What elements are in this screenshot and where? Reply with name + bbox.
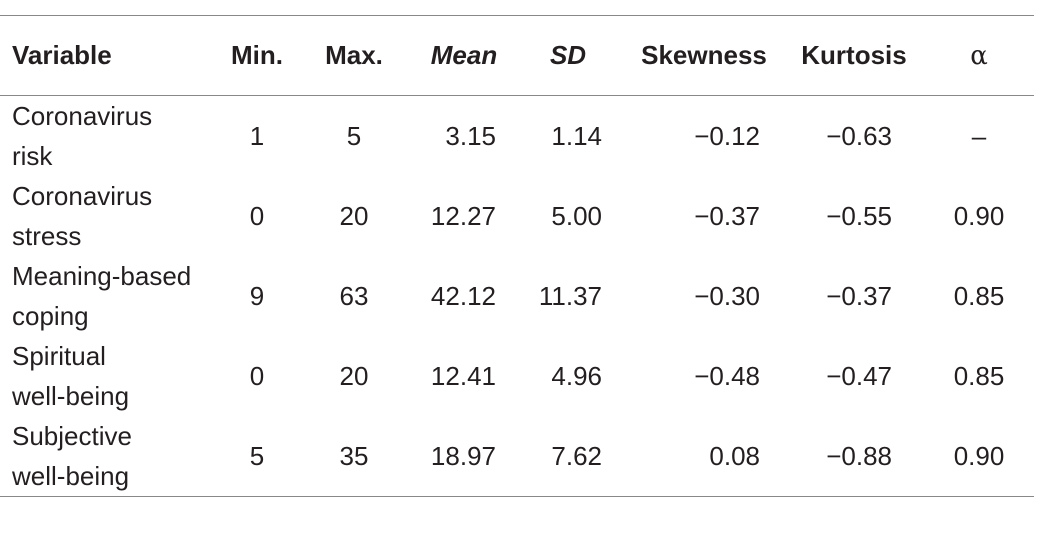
- cell-max: 20: [339, 361, 369, 391]
- cell-max: 35: [339, 441, 369, 471]
- header-row: Variable Min. Max. Mean SD Skewness Kurt…: [0, 16, 1034, 96]
- cell-min: 0: [249, 361, 265, 391]
- cell-sd: 7.62: [551, 441, 602, 471]
- cell-alpha: 0.85: [953, 361, 1005, 391]
- cell-max: 63: [339, 281, 369, 311]
- cell-max: 20: [339, 201, 369, 231]
- cell-sd: 1.14: [551, 121, 602, 151]
- table-row: Meaning-based coping 9 63 42.12 11.37 −0.…: [0, 256, 1034, 336]
- variable-line2: risk: [12, 141, 53, 171]
- variable-line2: coping: [12, 301, 89, 331]
- table-body: Coronavirus risk 1 5 3.15 1.14 −0.12 −0.6…: [0, 96, 1034, 497]
- cell-sd: 4.96: [551, 361, 602, 391]
- table-header: Variable Min. Max. Mean SD Skewness Kurt…: [0, 15, 1034, 96]
- cell-variable: Coronavirus stress: [0, 176, 222, 256]
- variable-line1: Subjective: [12, 421, 132, 451]
- cell-kurtosis: −0.47: [826, 361, 892, 391]
- cell-skewness: 0.08: [709, 441, 760, 471]
- cell-variable: Spiritual well-being: [0, 336, 222, 416]
- cell-skewness: −0.30: [694, 281, 760, 311]
- cell-alpha: –: [971, 121, 987, 151]
- variable-line2: well-being: [12, 461, 130, 491]
- variable-line1: Meaning-based: [12, 261, 192, 291]
- cell-min: 9: [249, 281, 265, 311]
- header-min: Min.: [231, 40, 283, 70]
- cell-kurtosis: −0.55: [826, 201, 892, 231]
- variable-line1: Spiritual: [12, 341, 106, 371]
- cell-mean: 3.15: [445, 121, 496, 151]
- cell-sd: 11.37: [538, 281, 602, 311]
- cell-mean: 42.12: [430, 281, 496, 311]
- cell-kurtosis: −0.37: [826, 281, 892, 311]
- table-row: Coronavirus stress 0 20 12.27 5.00 −0.37 …: [0, 176, 1034, 256]
- header-mean: Mean: [430, 40, 498, 70]
- cell-variable: Subjective well-being: [0, 416, 222, 497]
- table-row: Coronavirus risk 1 5 3.15 1.14 −0.12 −0.6…: [0, 96, 1034, 177]
- cell-variable: Coronavirus risk: [0, 96, 222, 177]
- cell-kurtosis: −0.88: [826, 441, 892, 471]
- cell-kurtosis: −0.63: [826, 121, 892, 151]
- cell-skewness: −0.37: [694, 201, 760, 231]
- cell-sd: 5.00: [551, 201, 602, 231]
- cell-alpha: 0.90: [953, 201, 1005, 231]
- table-row: Spiritual well-being 0 20 12.41 4.96 −0.4…: [0, 336, 1034, 416]
- cell-min: 1: [249, 121, 265, 151]
- cell-min: 0: [249, 201, 265, 231]
- cell-min: 5: [249, 441, 265, 471]
- cell-alpha: 0.85: [953, 281, 1005, 311]
- cell-max: 5: [346, 121, 362, 151]
- header-kurtosis: Kurtosis: [801, 40, 907, 70]
- cell-mean: 18.97: [430, 441, 496, 471]
- cell-mean: 12.27: [430, 201, 496, 231]
- variable-line2: stress: [12, 221, 82, 251]
- header-sd: SD: [549, 40, 587, 70]
- cell-variable: Meaning-based coping: [0, 256, 222, 336]
- cell-skewness: −0.48: [694, 361, 760, 391]
- variable-line2: well-being: [12, 381, 130, 411]
- header-variable: Variable: [12, 40, 112, 70]
- cell-alpha: 0.90: [953, 441, 1005, 471]
- descriptive-statistics-table: Variable Min. Max. Mean SD Skewness Kurt…: [0, 15, 1034, 497]
- header-max: Max.: [325, 40, 383, 70]
- variable-line1: Coronavirus: [12, 181, 153, 211]
- variable-line1: Coronavirus: [12, 101, 153, 131]
- cell-skewness: −0.12: [694, 121, 760, 151]
- table-row: Subjective well-being 5 35 18.97 7.62 0.0…: [0, 416, 1034, 497]
- header-skewness: Skewness: [641, 40, 767, 70]
- header-alpha: α: [970, 40, 988, 71]
- cell-mean: 12.41: [430, 361, 496, 391]
